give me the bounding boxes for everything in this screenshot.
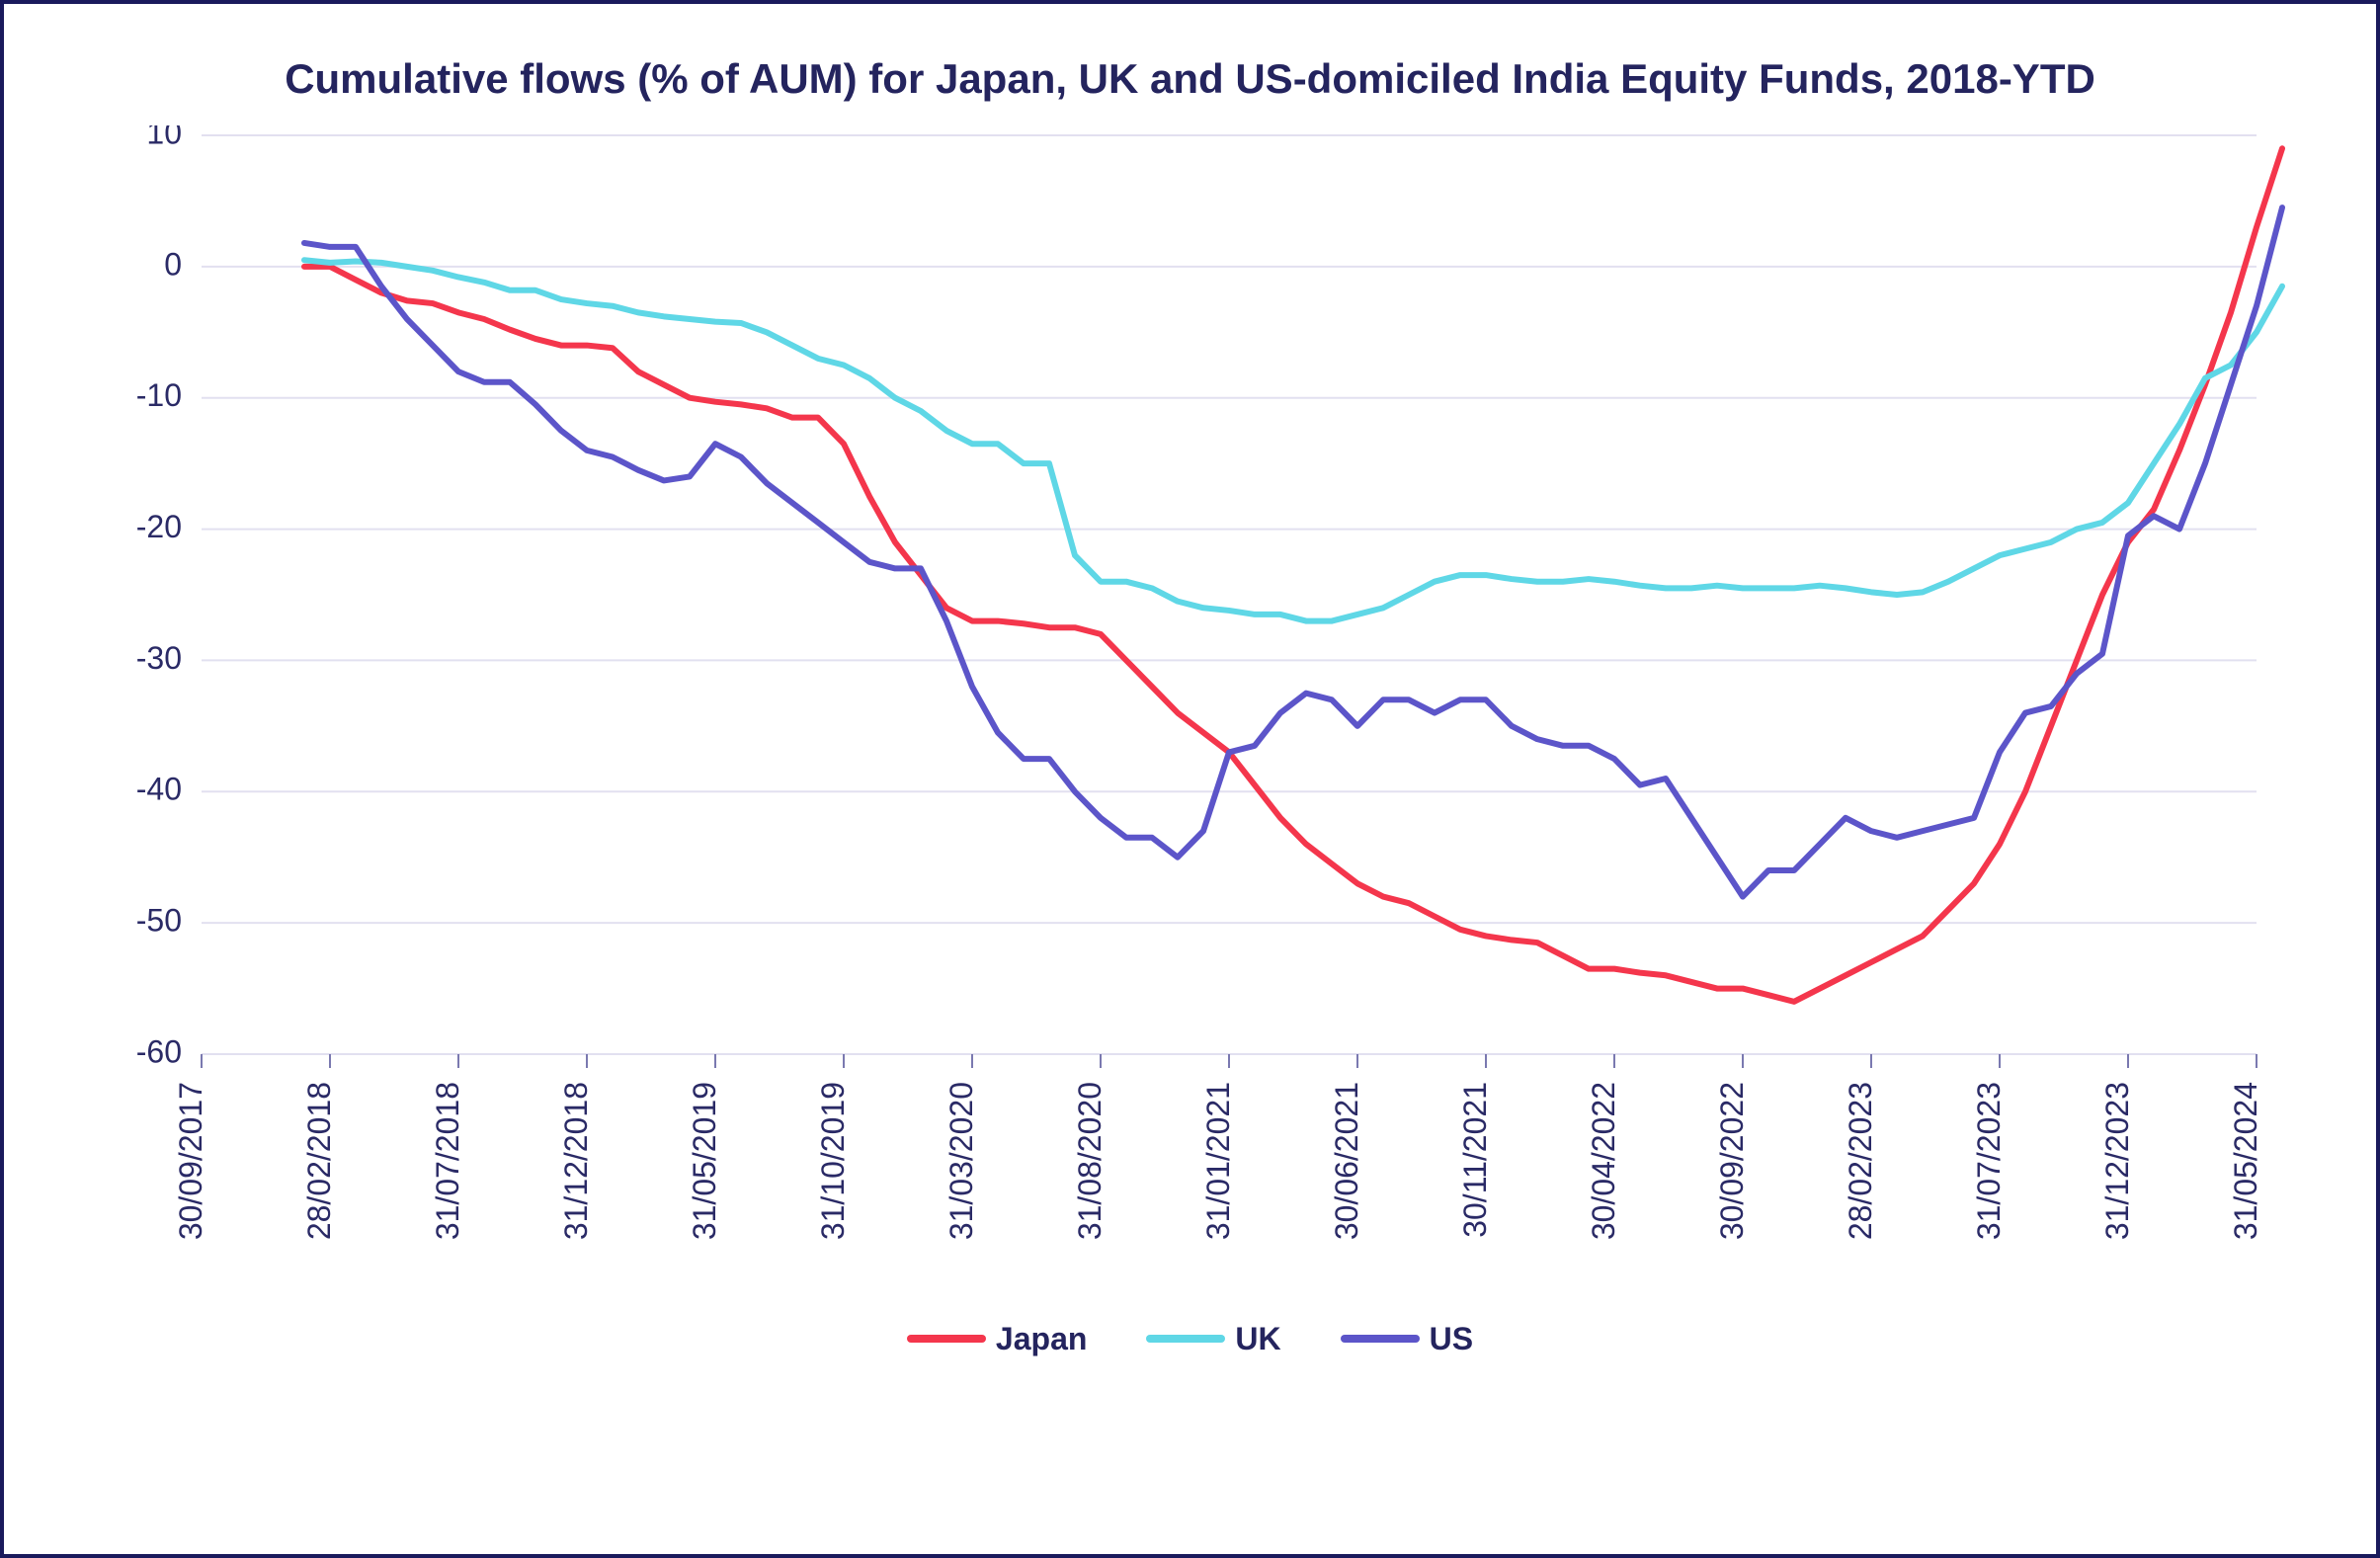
legend-item-us: US [1341, 1321, 1473, 1357]
x-tick-label: 31/12/2018 [558, 1082, 594, 1240]
legend: Japan UK US [63, 1321, 2317, 1357]
x-tick-label: 28/02/2018 [301, 1082, 337, 1240]
x-tick-label: 31/05/2024 [2228, 1082, 2263, 1240]
series-line-japan [304, 148, 2282, 1002]
y-tick-label: -10 [136, 377, 182, 413]
y-tick-label: -50 [136, 902, 182, 938]
x-tick-label: 31/07/2023 [1971, 1082, 2007, 1240]
line-chart-svg: 10 0 -10 -20 -30 -40 -50 -60 30/09/2017 28/02/201… [63, 125, 2296, 1311]
legend-label: US [1430, 1321, 1473, 1357]
legend-item-uk: UK [1146, 1321, 1280, 1357]
y-tick-label: -30 [136, 639, 182, 675]
series-line-uk [304, 260, 2282, 620]
x-tick-label: 28/02/2023 [1843, 1082, 1878, 1240]
x-tick-label: 31/05/2019 [687, 1082, 722, 1240]
x-tick-label: 31/08/2020 [1072, 1082, 1108, 1240]
y-tick-label: -60 [136, 1033, 182, 1069]
legend-swatch [1341, 1335, 1420, 1343]
x-tick-label: 31/01/2021 [1200, 1082, 1236, 1240]
x-tick-label: 30/11/2021 [1457, 1082, 1493, 1238]
x-tick-label: 31/12/2023 [2099, 1082, 2135, 1240]
y-tick-label: -40 [136, 771, 182, 806]
x-tick-label: 30/09/2022 [1714, 1082, 1750, 1240]
x-tick-label: 31/07/2018 [430, 1082, 465, 1240]
legend-label: UK [1235, 1321, 1280, 1357]
chart-title: Cumulative flows (% of AUM) for Japan, U… [63, 53, 2317, 106]
y-tick-label: 10 [146, 125, 182, 150]
series-line-us [304, 207, 2282, 897]
legend-swatch [1146, 1335, 1225, 1343]
plot-area: 10 0 -10 -20 -30 -40 -50 -60 30/09/2017 28/02/201… [63, 125, 2317, 1311]
y-tick-label: 0 [164, 246, 182, 282]
x-tick-label: 31/03/2020 [944, 1082, 979, 1240]
legend-item-japan: Japan [907, 1321, 1087, 1357]
x-tick-label: 31/10/2019 [815, 1082, 851, 1240]
chart-frame: Cumulative flows (% of AUM) for Japan, U… [0, 0, 2380, 1558]
x-tick-label: 30/06/2021 [1329, 1082, 1364, 1240]
legend-label: Japan [996, 1321, 1087, 1357]
x-tick-label: 30/04/2022 [1586, 1082, 1621, 1240]
x-tick-label: 30/09/2017 [173, 1082, 208, 1240]
legend-swatch [907, 1335, 986, 1343]
y-tick-label: -20 [136, 509, 182, 544]
